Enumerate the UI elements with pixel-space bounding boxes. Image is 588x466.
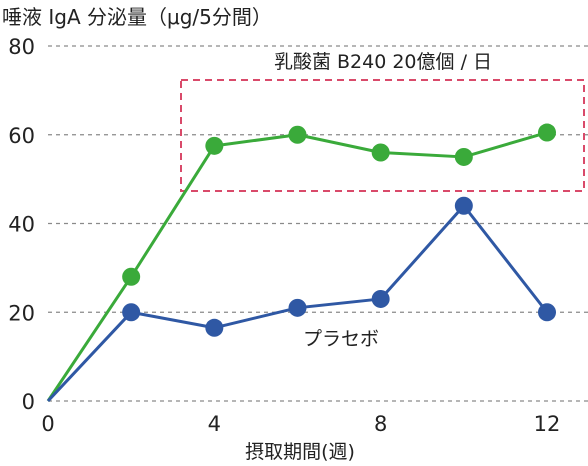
series-1-point-2 [122, 303, 141, 322]
series-0-point-2 [122, 267, 141, 286]
x-tick-4: 4 [208, 412, 221, 436]
y-tick-60: 60 [8, 124, 35, 148]
series-1-point-10 [454, 196, 473, 215]
series-0-point-6 [288, 125, 307, 144]
series-1-point-8 [371, 289, 390, 308]
series-layer [46, 123, 556, 403]
y-tick-labels: 0 20 40 60 80 [8, 35, 35, 414]
x-tick-8: 8 [374, 412, 387, 436]
series-0-point-4 [205, 136, 224, 155]
series-0-point-8 [371, 143, 390, 162]
y-tick-0: 0 [22, 390, 35, 414]
x-tick-12: 12 [534, 412, 561, 436]
highlight-box [180, 79, 585, 192]
series-line-0 [46, 131, 548, 402]
x-tick-0: 0 [41, 412, 54, 436]
series-1-point-6 [288, 298, 307, 317]
x-axis-title: 摂取期間(週) [245, 441, 355, 463]
series-0-point-12 [538, 123, 556, 142]
y-tick-20: 20 [8, 301, 35, 325]
series-1-point-4 [205, 318, 224, 337]
y-axis-title: 唾液 IgA 分泌量（μg/5分間） [2, 5, 272, 29]
x-tick-labels: 0 4 8 12 [41, 412, 560, 436]
series-1-point-12 [538, 303, 556, 322]
series-label-placebo: プラセボ [303, 328, 379, 350]
series-label-b240: 乳酸菌 B240 20億個 / 日 [274, 51, 492, 73]
y-tick-80: 80 [8, 35, 35, 59]
y-tick-40: 40 [8, 213, 35, 237]
series-0-point-10 [454, 147, 473, 166]
